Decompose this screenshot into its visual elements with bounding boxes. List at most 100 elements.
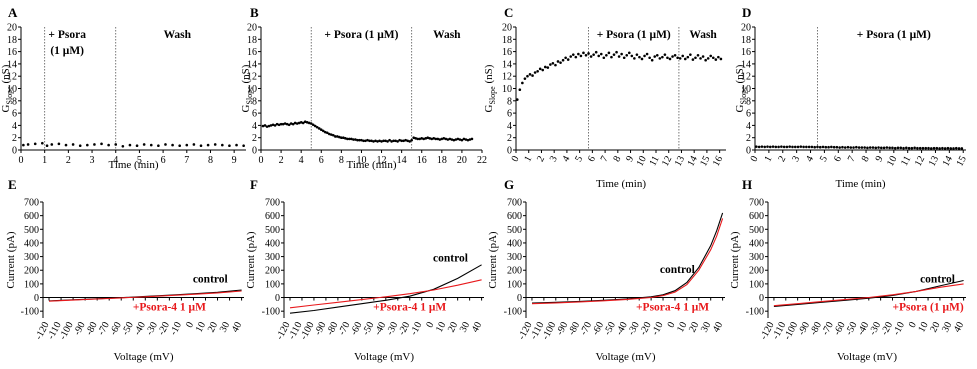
data-point (574, 55, 578, 59)
data-point (93, 143, 96, 146)
data-point (442, 137, 446, 140)
x-tick-label: 12 (377, 155, 387, 166)
x-tick-label: 6 (161, 155, 166, 166)
data-point (635, 53, 639, 56)
data-point (827, 145, 830, 149)
y-tick-label: -100 (262, 307, 280, 318)
data-point (709, 54, 713, 58)
data-point (372, 140, 375, 143)
data-point (885, 146, 889, 149)
data-point (824, 145, 828, 149)
data-point (666, 56, 669, 60)
data-point (344, 137, 347, 140)
x-tick-label: 7 (846, 154, 858, 164)
y-tick-label: -100 (746, 307, 764, 318)
data-point (643, 54, 646, 58)
y-tick-label: 16 (247, 47, 257, 58)
data-point (317, 127, 321, 130)
data-point (438, 138, 442, 141)
y-tick-label: 0 (252, 146, 257, 157)
data-point (364, 139, 367, 143)
data-point (802, 145, 805, 149)
x-tick-label: 20 (457, 155, 467, 166)
x-tick-label: 3 (548, 154, 560, 164)
x-tick-label: 6 (832, 154, 844, 164)
data-point (921, 146, 925, 150)
data-point (309, 122, 313, 125)
y-tick-label: 300 (749, 252, 764, 263)
x-tick-label: 2 (535, 154, 547, 164)
data-point (41, 141, 44, 145)
y-tick-label: 500 (749, 225, 764, 236)
y-axis-label: Current (pA) (729, 231, 741, 288)
x-tick-label: 11 (647, 154, 661, 168)
data-point (531, 74, 534, 77)
data-point (340, 136, 343, 139)
data-point (380, 140, 383, 143)
data-point (935, 146, 939, 150)
data-point (791, 145, 794, 149)
data-point (661, 55, 664, 59)
data-point (221, 143, 224, 147)
y-tick-label: 0 (12, 146, 17, 157)
x-tick-label: 1 (762, 154, 774, 164)
y-tick-label: 400 (749, 238, 764, 249)
x-tick-label: 30 (458, 320, 472, 334)
data-point (645, 52, 649, 56)
data-point (874, 146, 878, 150)
data-point (696, 53, 700, 57)
data-point (841, 145, 844, 149)
y-axis-label: GSlope (nS) (734, 64, 748, 112)
data-point (50, 143, 54, 146)
x-tick-label: 8 (860, 154, 872, 164)
data-point (402, 139, 405, 143)
y-tick-label: 20 (741, 23, 751, 34)
data-point (376, 140, 379, 143)
data-point (813, 145, 816, 149)
y-tick-label: 300 (24, 252, 39, 263)
y-tick-label: 100 (24, 279, 39, 290)
x-tick-label: 1 (42, 155, 47, 166)
data-point (582, 51, 585, 55)
x-tick-label: 12 (660, 154, 674, 168)
y-tick-label: 18 (7, 35, 17, 46)
data-point (185, 143, 189, 147)
data-point (277, 123, 281, 127)
data-point (625, 53, 629, 57)
data-point (295, 122, 299, 125)
data-point (638, 55, 641, 59)
data-point (714, 58, 718, 61)
data-point (164, 143, 167, 146)
data-point (283, 122, 287, 125)
annotation-label: +Psora-4 1 μM (636, 301, 709, 313)
iv-trace-treatment (531, 218, 724, 305)
data-point (462, 137, 466, 141)
y-tick-label: 0 (275, 293, 280, 304)
data-point (757, 145, 761, 149)
data-point (228, 144, 231, 147)
x-tick-label: 4 (560, 154, 572, 164)
y-tick-label: 0 (507, 146, 512, 157)
data-point (711, 56, 715, 60)
y-axis-label: GSlope (nS) (483, 64, 497, 112)
data-point (788, 145, 792, 148)
data-point (821, 145, 825, 149)
annotation-label: + Psora (48, 29, 86, 41)
y-tick-label: 2 (507, 133, 512, 144)
y-tick-label: 500 (265, 225, 280, 236)
x-axis-label: Voltage (mV) (596, 351, 656, 363)
iv-trace-treatment (773, 283, 964, 307)
data-point (927, 146, 930, 150)
y-tick-label: 200 (749, 266, 764, 277)
y-tick-label: 10 (7, 84, 17, 95)
data-point (938, 147, 941, 150)
data-point (528, 73, 532, 76)
data-point (587, 52, 590, 55)
y-tick-label: 500 (507, 225, 522, 236)
data-point (271, 123, 275, 127)
data-point (135, 144, 139, 147)
data-point (566, 58, 570, 61)
data-point (396, 140, 399, 143)
y-tick-label: 700 (749, 198, 764, 209)
